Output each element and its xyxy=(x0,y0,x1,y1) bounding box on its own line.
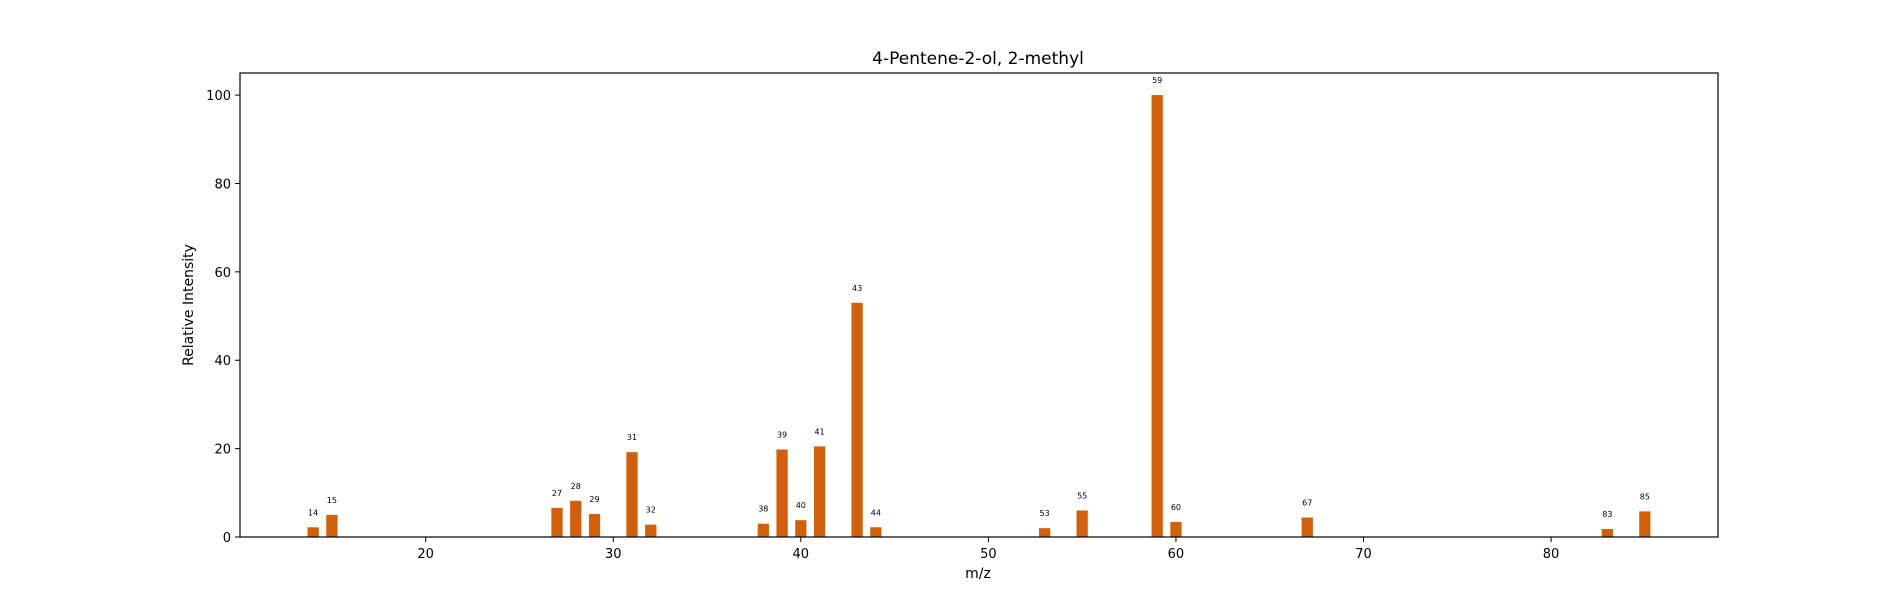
bar-mz-40 xyxy=(795,520,807,537)
plot-frame xyxy=(239,72,1719,538)
y-tick-label: 40 xyxy=(214,354,231,369)
x-tick-label: 40 xyxy=(793,547,810,562)
bar-label-mz-28: 28 xyxy=(571,482,581,491)
bar-mz-27 xyxy=(551,507,563,537)
bar-label-mz-14: 14 xyxy=(308,508,318,517)
bar-mz-60 xyxy=(1170,521,1182,537)
bar-mz-55 xyxy=(1076,510,1088,537)
bar-mz-43 xyxy=(851,302,863,537)
x-tick-label: 70 xyxy=(1355,547,1372,562)
x-tick-label: 20 xyxy=(417,547,434,562)
bar-label-mz-41: 41 xyxy=(814,427,824,436)
bar-mz-59 xyxy=(1151,95,1163,537)
bar-mz-38 xyxy=(757,523,769,537)
bar-mz-67 xyxy=(1301,517,1313,537)
bar-label-mz-40: 40 xyxy=(796,501,806,510)
y-axis-label: Relative Intensity xyxy=(181,244,197,366)
bar-label-mz-59: 59 xyxy=(1152,76,1162,85)
bar-mz-41 xyxy=(813,446,826,537)
bar-mz-39 xyxy=(776,449,788,537)
bar-label-mz-55: 55 xyxy=(1077,491,1087,500)
bar-label-mz-85: 85 xyxy=(1640,492,1650,501)
y-tick-label: 80 xyxy=(214,177,231,192)
x-tick-label: 60 xyxy=(1168,547,1185,562)
y-tick-label: 20 xyxy=(214,443,231,458)
bar-labels-group: 14 15 27 28 29 31 32 38 39 40 41 43 44 53 55 59 60 67 83 85 xyxy=(308,76,1650,519)
bar-label-mz-38: 38 xyxy=(758,505,768,514)
bar-label-mz-60: 60 xyxy=(1171,503,1181,512)
bar-label-mz-31: 31 xyxy=(627,433,637,442)
bar-mz-28 xyxy=(570,500,582,537)
x-axis: 20 30 40 50 60 70 80 xyxy=(417,537,1559,562)
bar-label-mz-83: 83 xyxy=(1602,510,1612,519)
bar-mz-14 xyxy=(307,527,319,537)
bar-label-mz-43: 43 xyxy=(852,284,862,293)
bar-label-mz-32: 32 xyxy=(646,506,656,515)
bar-label-mz-44: 44 xyxy=(871,508,881,517)
chart-title: 4-Pentene-2-ol, 2-methyl xyxy=(872,49,1084,69)
bar-label-mz-15: 15 xyxy=(327,496,337,505)
bar-label-mz-29: 29 xyxy=(589,495,599,504)
bar-mz-32 xyxy=(645,524,657,537)
bar-mz-53 xyxy=(1039,528,1051,537)
bar-label-mz-39: 39 xyxy=(777,431,787,440)
bars-group xyxy=(307,95,1651,537)
y-tick-label: 0 xyxy=(223,531,231,546)
y-tick-label: 100 xyxy=(206,89,231,104)
y-axis: 0 20 40 60 80 100 xyxy=(206,89,240,546)
bar-label-mz-67: 67 xyxy=(1302,499,1312,508)
x-axis-label: m/z xyxy=(965,566,991,582)
x-tick-label: 30 xyxy=(605,547,622,562)
y-tick-label: 60 xyxy=(214,266,231,281)
bar-label-mz-53: 53 xyxy=(1040,509,1050,518)
bar-label-mz-27: 27 xyxy=(552,489,562,498)
bar-mz-83 xyxy=(1601,529,1613,537)
bar-mz-31 xyxy=(626,452,638,537)
bar-mz-29 xyxy=(588,514,601,537)
bar-mz-44 xyxy=(870,527,882,537)
x-tick-label: 50 xyxy=(980,547,997,562)
bar-mz-85 xyxy=(1639,511,1651,537)
bar-mz-15 xyxy=(326,514,338,537)
x-tick-label: 80 xyxy=(1543,547,1560,562)
